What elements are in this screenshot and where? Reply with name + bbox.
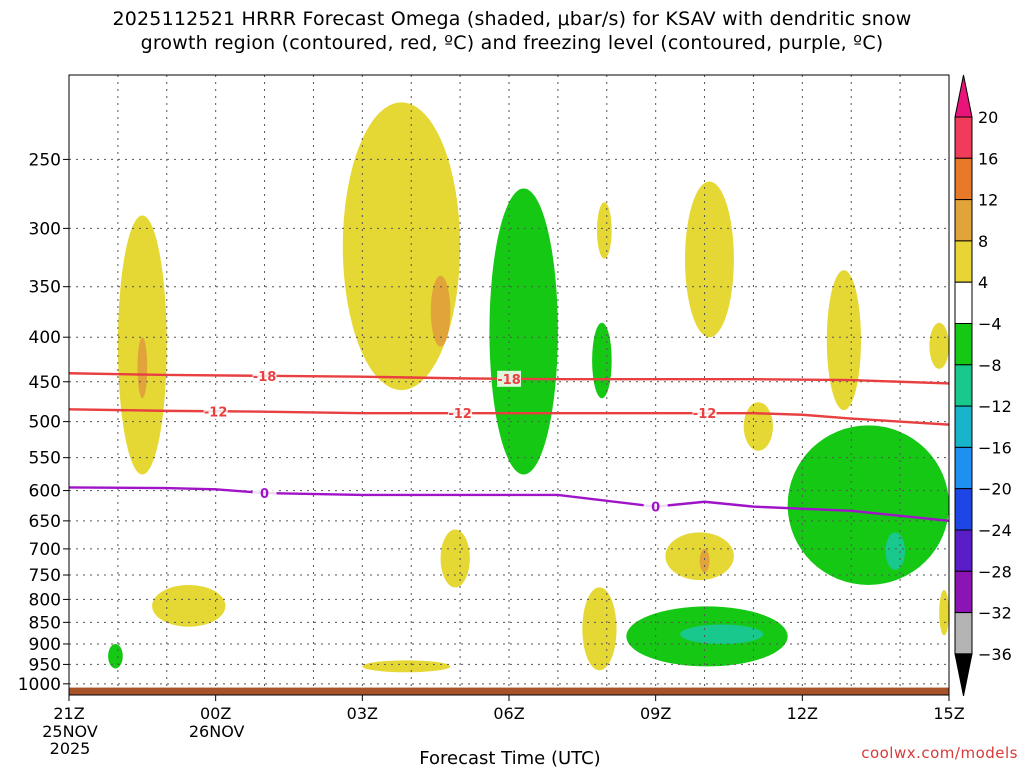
colorbar-swatch: [954, 323, 973, 366]
y-tick-label: 900: [29, 635, 61, 655]
omega-shade-14: [665, 532, 734, 581]
contour-label-bg: [497, 370, 521, 387]
colorbar-label: 4: [978, 273, 988, 292]
colorbar-label: 8: [978, 232, 988, 251]
contour-label-bg: [448, 405, 473, 422]
omega-shade-5: [597, 202, 612, 259]
colorbar-swatch: [954, 116, 973, 159]
ground-surface: [69, 687, 949, 695]
omega-shade-20: [362, 660, 451, 673]
contour-label: 0: [260, 487, 269, 502]
colorbar-label: −32: [978, 604, 1012, 623]
contour-label: -18: [497, 373, 521, 388]
colorbar-label: 20: [978, 108, 998, 127]
x-tick-label: 09Z: [640, 704, 671, 723]
y-tick-label: 600: [29, 482, 61, 502]
x-tick-label: 03Z: [347, 704, 378, 723]
chart-title-line-1: 2025112521 HRRR Forecast Omega (shaded, …: [112, 8, 912, 30]
colorbar-label: −20: [978, 480, 1012, 499]
colorbar-swatch: [954, 529, 973, 572]
omega-shade-4: [489, 188, 558, 475]
y-tick-label: 250: [29, 150, 61, 170]
omega-shade-1: [137, 337, 148, 399]
x-tick-label: 06Z: [493, 704, 524, 723]
y-tick-label: 1000: [18, 675, 61, 695]
colorbar-swatch: [954, 612, 973, 655]
chart-title-line-2: growth region (contoured, red, ºC) and f…: [140, 32, 884, 54]
contour-label-bg: [692, 405, 717, 422]
omega-shade-16: [152, 584, 226, 627]
y-tick-label: 750: [29, 566, 61, 586]
omega-shade-19: [582, 587, 617, 671]
colorbar-top-arrow: [954, 74, 973, 118]
y-tick-label: 450: [29, 373, 61, 393]
colorbar-label: −12: [978, 397, 1012, 416]
omega-shade-13: [440, 529, 470, 588]
y-tick-label: 800: [29, 590, 61, 610]
contour-label-bg: [203, 403, 228, 420]
y-tick-label: 950: [29, 655, 61, 675]
omega-shade-12: [885, 532, 905, 570]
colorbar-label: −24: [978, 521, 1012, 540]
y-tick-label: 500: [29, 413, 61, 433]
contour-line-2: [69, 486, 949, 523]
colorbar-swatch: [954, 570, 973, 614]
omega-shade-7: [685, 181, 734, 338]
y-tick-label: 700: [29, 540, 61, 560]
colorbar-swatch: [954, 281, 973, 325]
y-tick-label: 850: [29, 613, 61, 633]
colorbar-label: 16: [978, 149, 998, 168]
omega-shade-8: [826, 270, 862, 411]
colorbar-label: −28: [978, 562, 1012, 581]
x-tick-sublabel: 26NOV: [189, 722, 245, 741]
colorbar-bottom-arrow: [954, 653, 973, 696]
y-tick-label: 400: [29, 328, 61, 348]
omega-shade-6: [592, 322, 612, 399]
omega-shade-9: [743, 402, 773, 451]
y-tick-label: 350: [29, 278, 61, 298]
x-tick-sublabel: 25NOV: [42, 722, 98, 741]
y-tick-label: 650: [29, 512, 61, 532]
contour-label: -12: [204, 405, 228, 420]
contour-line-1: [69, 408, 949, 426]
colorbar-label: −8: [978, 356, 1002, 375]
colorbar-swatch: [954, 405, 973, 448]
colorbar-swatch: [954, 446, 973, 490]
contour-label-bg: [643, 498, 668, 515]
omega-shade-18: [680, 624, 764, 644]
x-axis-label: Forecast Time (UTC): [419, 748, 600, 768]
colorbar-swatch: [954, 199, 973, 242]
colorbar-label: 12: [978, 191, 998, 210]
x-tick-label: 21Z: [53, 704, 84, 723]
colorbar-swatch: [954, 240, 973, 283]
site-credit[interactable]: coolwx.com/models: [861, 744, 1018, 762]
contour-label: -12: [693, 407, 717, 422]
colorbar-label: −16: [978, 438, 1012, 457]
omega-shade-22: [939, 589, 949, 636]
omega-shade-15: [699, 548, 710, 573]
omega-shade-3: [430, 275, 451, 347]
omega-shade-21: [108, 643, 123, 669]
y-tick-label: 550: [29, 449, 61, 469]
colorbar-swatch: [954, 364, 973, 407]
colorbar-label: −36: [978, 645, 1012, 664]
contour-label: 0: [651, 501, 660, 516]
x-tick-label: 15Z: [933, 704, 964, 723]
omega-shade-11: [787, 425, 949, 585]
x-tick-label: 12Z: [787, 704, 818, 723]
colorbar-swatch: [954, 157, 973, 201]
contour-label: -12: [448, 407, 472, 422]
colorbar-swatch: [954, 488, 973, 531]
contour-label-bg: [252, 485, 277, 502]
colorbar-label: −4: [978, 315, 1002, 334]
contour-label: -18: [253, 370, 277, 385]
x-tick-label: 00Z: [200, 704, 231, 723]
omega-shade-2: [342, 102, 461, 391]
omega-shade-10: [929, 322, 949, 369]
y-tick-label: 300: [29, 219, 61, 239]
x-tick-sublabel: 2025: [50, 739, 91, 758]
contour-label-bg: [252, 367, 277, 384]
